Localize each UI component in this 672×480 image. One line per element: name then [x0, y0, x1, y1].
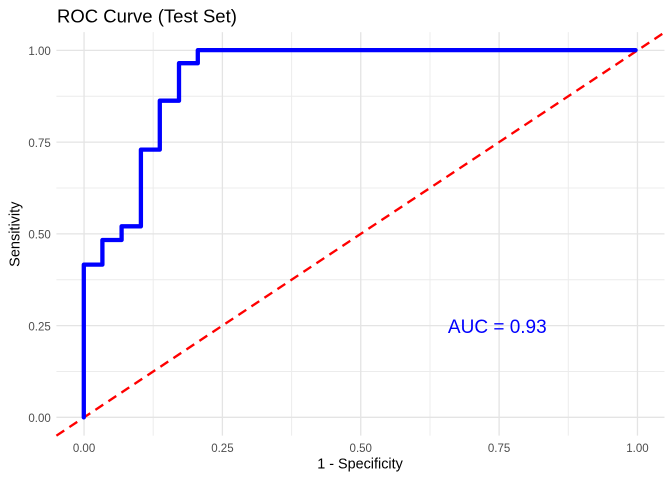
svg-text:0.50: 0.50: [350, 443, 372, 455]
svg-text:1.00: 1.00: [626, 443, 648, 455]
svg-text:1.00: 1.00: [28, 46, 50, 58]
svg-text:ROC Curve (Test Set): ROC Curve (Test Set): [57, 5, 237, 26]
svg-text:0.00: 0.00: [73, 443, 95, 455]
svg-text:Sensitivity: Sensitivity: [8, 201, 24, 267]
svg-text:AUC = 0.93: AUC = 0.93: [448, 317, 547, 338]
svg-text:0.00: 0.00: [28, 413, 50, 425]
svg-text:0.25: 0.25: [28, 321, 50, 333]
svg-text:0.75: 0.75: [488, 443, 510, 455]
svg-text:1 - Specificity: 1 - Specificity: [317, 457, 403, 473]
svg-text:0.50: 0.50: [28, 230, 50, 242]
svg-text:0.75: 0.75: [28, 138, 50, 150]
svg-text:0.25: 0.25: [211, 443, 233, 455]
